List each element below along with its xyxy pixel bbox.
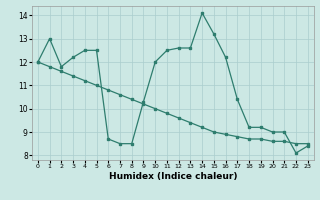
X-axis label: Humidex (Indice chaleur): Humidex (Indice chaleur): [108, 172, 237, 181]
